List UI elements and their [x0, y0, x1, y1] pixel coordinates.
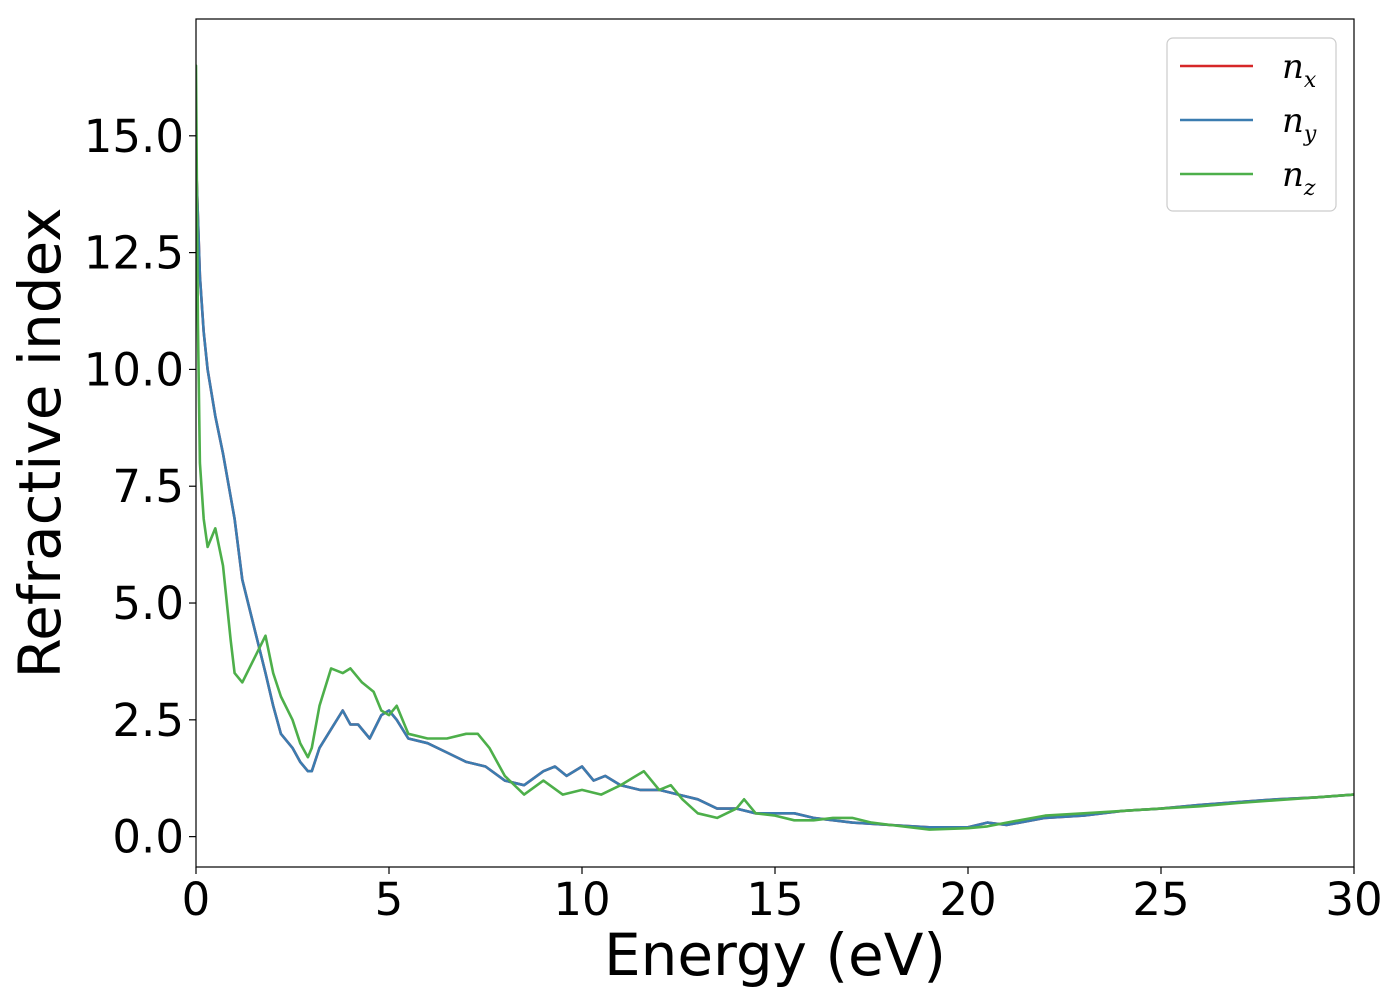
x-tick-label: 0 — [182, 873, 211, 926]
x-axis-title: Energy (eV) — [604, 921, 946, 989]
x-axis: 0 5 10 15 20 25 30 — [182, 867, 1383, 926]
legend-box — [1166, 37, 1337, 212]
y-tick-label: 5.0 — [112, 577, 184, 630]
y-tick-label: 15.0 — [84, 110, 184, 163]
x-tick-label: 10 — [553, 873, 610, 926]
y-tick-label: 12.5 — [84, 227, 184, 280]
y-axis: 0.0 2.5 5.0 7.5 10.0 12.5 15.0 — [84, 110, 196, 864]
y-axis-title: Refractive index — [6, 207, 74, 678]
x-tick-label: 15 — [746, 873, 803, 926]
series-line-z — [196, 64, 1354, 831]
y-tick-label: 7.5 — [112, 460, 184, 513]
y-tick-label: 10.0 — [84, 343, 184, 396]
x-tick-label: 30 — [1325, 873, 1382, 926]
series-layer — [196, 64, 1354, 831]
x-tick-label: 20 — [939, 873, 996, 926]
x-tick-label: 25 — [1132, 873, 1189, 926]
y-tick-label: 0.0 — [112, 811, 184, 864]
series-line-y — [196, 157, 1354, 829]
x-tick-label: 5 — [375, 873, 404, 926]
y-tick-label: 2.5 — [112, 694, 184, 747]
